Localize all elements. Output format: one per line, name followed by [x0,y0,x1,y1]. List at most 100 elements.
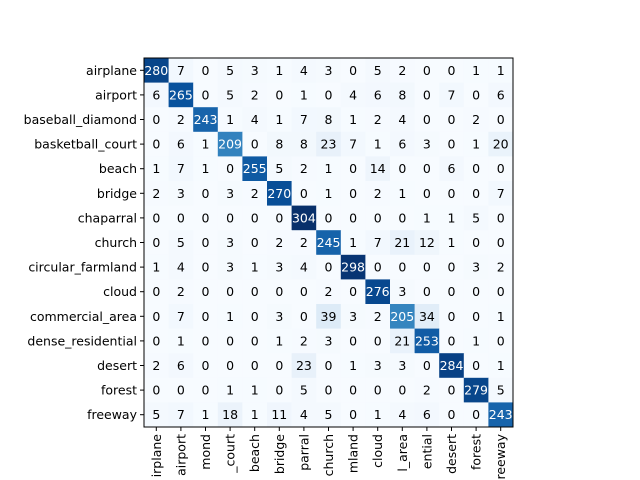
heatmap-cell [390,353,415,379]
heatmap-cell [365,82,391,108]
cell-value: 7 [177,63,185,78]
heatmap-cell [463,156,489,182]
cell-value: 6 [177,358,185,373]
heatmap-cell [193,131,219,157]
cell-value: 1 [349,235,357,250]
heatmap-cell [340,58,366,83]
cell-value: 0 [275,383,283,398]
cell-value: 2 [374,112,382,127]
heatmap-cell [390,205,415,231]
heatmap-cell [488,205,514,231]
heatmap-cell [439,402,465,428]
heatmap-cell [390,82,415,108]
cell-value: 2 [300,161,308,176]
cell-value: 0 [251,137,259,152]
heatmap-cell [291,304,317,329]
x-tick-label: forest [469,434,484,470]
cell-value: 0 [448,333,456,348]
cell-value: 3 [349,309,357,324]
cell-value: 5 [275,161,283,176]
heatmap-cell [463,230,489,256]
heatmap-cell [439,328,465,354]
cell-value: 1 [152,260,160,275]
heatmap-cell [340,304,366,329]
cell-value: 7 [374,235,382,250]
heatmap-cell [340,82,366,108]
cell-value: 0 [497,112,505,127]
heatmap-cell [168,377,194,403]
heatmap-cell [217,82,243,108]
heatmap-cell [193,353,219,379]
cell-value: 3 [226,186,234,201]
heatmap-cell [291,107,317,133]
cell-value: 6 [152,87,160,102]
heatmap-cell [267,279,292,305]
cell-value: 5 [497,383,505,398]
heatmap-cell [217,328,243,354]
cell-value: 7 [177,407,185,422]
heatmap-cell [365,377,391,403]
cell-value: 284 [440,358,464,373]
cell-value: 0 [423,186,431,201]
cell-value: 0 [472,358,480,373]
cell-value: 205 [390,309,414,324]
cell-value: 6 [398,137,406,152]
y-tick-label: cloud [103,284,137,299]
cell-value: 0 [202,333,210,348]
heatmap-cell [217,205,243,231]
heatmap-cell [340,156,366,182]
cell-value: 0 [202,63,210,78]
cell-value: 1 [448,210,456,225]
cell-value: 1 [497,358,505,373]
cell-value: 0 [497,333,505,348]
cell-value: 0 [374,383,382,398]
heatmap-cell [144,230,169,256]
cell-value: 34 [419,309,435,324]
cell-value: 2 [300,235,308,250]
heatmap-cell [291,82,317,108]
cell-value: 3 [275,260,283,275]
heatmap-cell [242,131,268,157]
heatmap-cell [242,156,268,182]
heatmap-cell [193,304,219,329]
heatmap-cell [217,254,243,280]
heatmap-cell [242,82,268,108]
cell-value: 0 [472,309,480,324]
heatmap-cell [365,156,391,182]
heatmap-cell [488,58,514,83]
cell-value: 5 [152,407,160,422]
cell-value: 243 [489,407,513,422]
heatmap-cell [439,58,465,83]
heatmap-cell [267,82,292,108]
heatmap-cell [267,156,292,182]
cell-value: 0 [497,210,505,225]
cell-value: 8 [275,137,283,152]
cell-value: 0 [152,210,160,225]
cell-value: 2 [152,358,160,373]
heatmap-cell [217,353,243,379]
heatmap-cell [463,181,489,206]
cell-value: 0 [349,407,357,422]
cell-value: 0 [251,358,259,373]
cell-value: 0 [226,333,234,348]
cell-value: 3 [423,137,431,152]
heatmap-cell [193,107,219,133]
heatmap-cell [267,304,292,329]
cell-value: 0 [251,235,259,250]
heatmap-cell [217,181,243,206]
cell-value: 0 [152,284,160,299]
heatmap-cell [340,279,366,305]
cell-value: 8 [398,87,406,102]
cell-value: 7 [349,137,357,152]
cell-value: 0 [398,161,406,176]
heatmap-cell [488,156,514,182]
cell-value: 6 [497,87,505,102]
heatmap-cell [242,279,268,305]
heatmap-cell [168,304,194,329]
heatmap-cell [316,107,342,133]
heatmap-cell [217,279,243,305]
heatmap-cell [340,353,366,379]
heatmap-cell [365,205,391,231]
heatmap-cell [439,107,465,133]
